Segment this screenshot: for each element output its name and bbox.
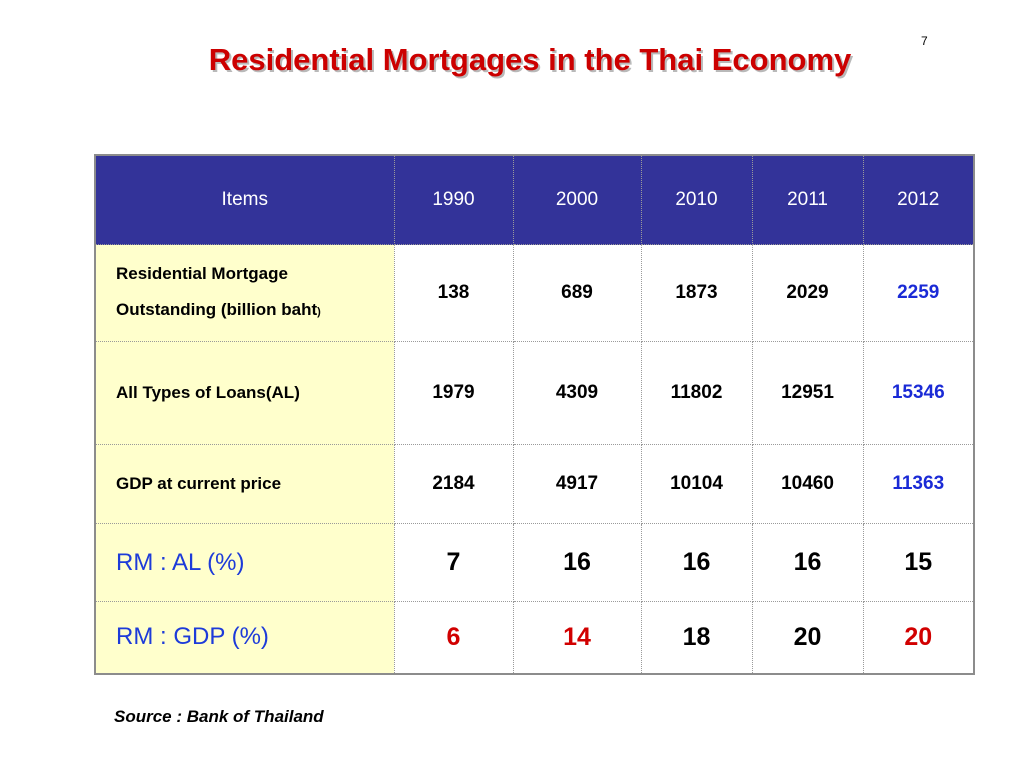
header-year-2011: 2011 — [751, 154, 864, 245]
cell-rmal-2012: 15 — [862, 523, 975, 602]
table-row-rm-al-ratio: RM : AL (%) 7 16 16 16 15 — [94, 523, 975, 602]
header-items: Items — [94, 154, 395, 245]
header-year-2010: 2010 — [640, 154, 753, 245]
row-label-residential-mortgage: Residential Mortgage Outstanding (billio… — [94, 244, 395, 342]
cell-rm-1990: 138 — [393, 244, 514, 342]
cell-rmgdp-2000: 14 — [512, 601, 642, 674]
cell-rmal-2011: 16 — [751, 523, 864, 602]
row-label-suffix: ) — [317, 306, 321, 318]
cell-al-1990: 1979 — [393, 341, 514, 445]
cell-rmal-2000: 16 — [512, 523, 642, 602]
cell-al-2012: 15346 — [862, 341, 975, 445]
slide-title: Residential Mortgages in the Thai Econom… — [208, 42, 852, 77]
row-label-gdp: GDP at current price — [94, 444, 395, 524]
table-row-rm-gdp-ratio: RM : GDP (%) 6 14 18 20 20 — [94, 601, 975, 674]
cell-gdp-2011: 10460 — [751, 444, 864, 524]
row-label-rm-al: RM : AL (%) — [94, 523, 395, 602]
table-row-residential-mortgage: Residential Mortgage Outstanding (billio… — [94, 244, 975, 342]
cell-rm-2012: 2259 — [862, 244, 975, 342]
row-label-line1: Residential Mortgage — [116, 264, 288, 283]
cell-rmgdp-2012: 20 — [862, 601, 975, 674]
page-number: 7 — [921, 34, 928, 48]
row-label-rm-gdp: RM : GDP (%) — [94, 601, 395, 674]
cell-rm-2000: 689 — [512, 244, 642, 342]
header-year-1990: 1990 — [393, 154, 514, 245]
cell-rm-2010: 1873 — [640, 244, 753, 342]
cell-al-2000: 4309 — [512, 341, 642, 445]
cell-gdp-2012: 11363 — [862, 444, 975, 524]
cell-rmal-1990: 7 — [393, 523, 514, 602]
source-note: Source : Bank of Thailand — [114, 707, 324, 726]
cell-gdp-2000: 4917 — [512, 444, 642, 524]
cell-rmal-2010: 16 — [640, 523, 753, 602]
cell-gdp-2010: 10104 — [640, 444, 753, 524]
cell-al-2010: 11802 — [640, 341, 753, 445]
table-row-gdp: GDP at current price 2184 4917 10104 104… — [94, 444, 975, 524]
cell-rm-2011: 2029 — [751, 244, 864, 342]
cell-gdp-1990: 2184 — [393, 444, 514, 524]
cell-rmgdp-2011: 20 — [751, 601, 864, 674]
row-label-all-loans: All Types of Loans(AL) — [94, 341, 395, 445]
header-year-2000: 2000 — [512, 154, 642, 245]
cell-al-2011: 12951 — [751, 341, 864, 445]
cell-rmgdp-2010: 18 — [640, 601, 753, 674]
cell-rmgdp-1990: 6 — [393, 601, 514, 674]
table-row-all-loans: All Types of Loans(AL) 1979 4309 11802 1… — [94, 341, 975, 445]
header-row: Items 1990 2000 2010 2011 2012 — [94, 154, 975, 245]
mortgage-data-table: Items 1990 2000 2010 2011 2012 Residenti… — [94, 154, 975, 675]
row-label-line2: Outstanding (billion baht — [116, 300, 318, 319]
header-year-2012: 2012 — [862, 154, 975, 245]
